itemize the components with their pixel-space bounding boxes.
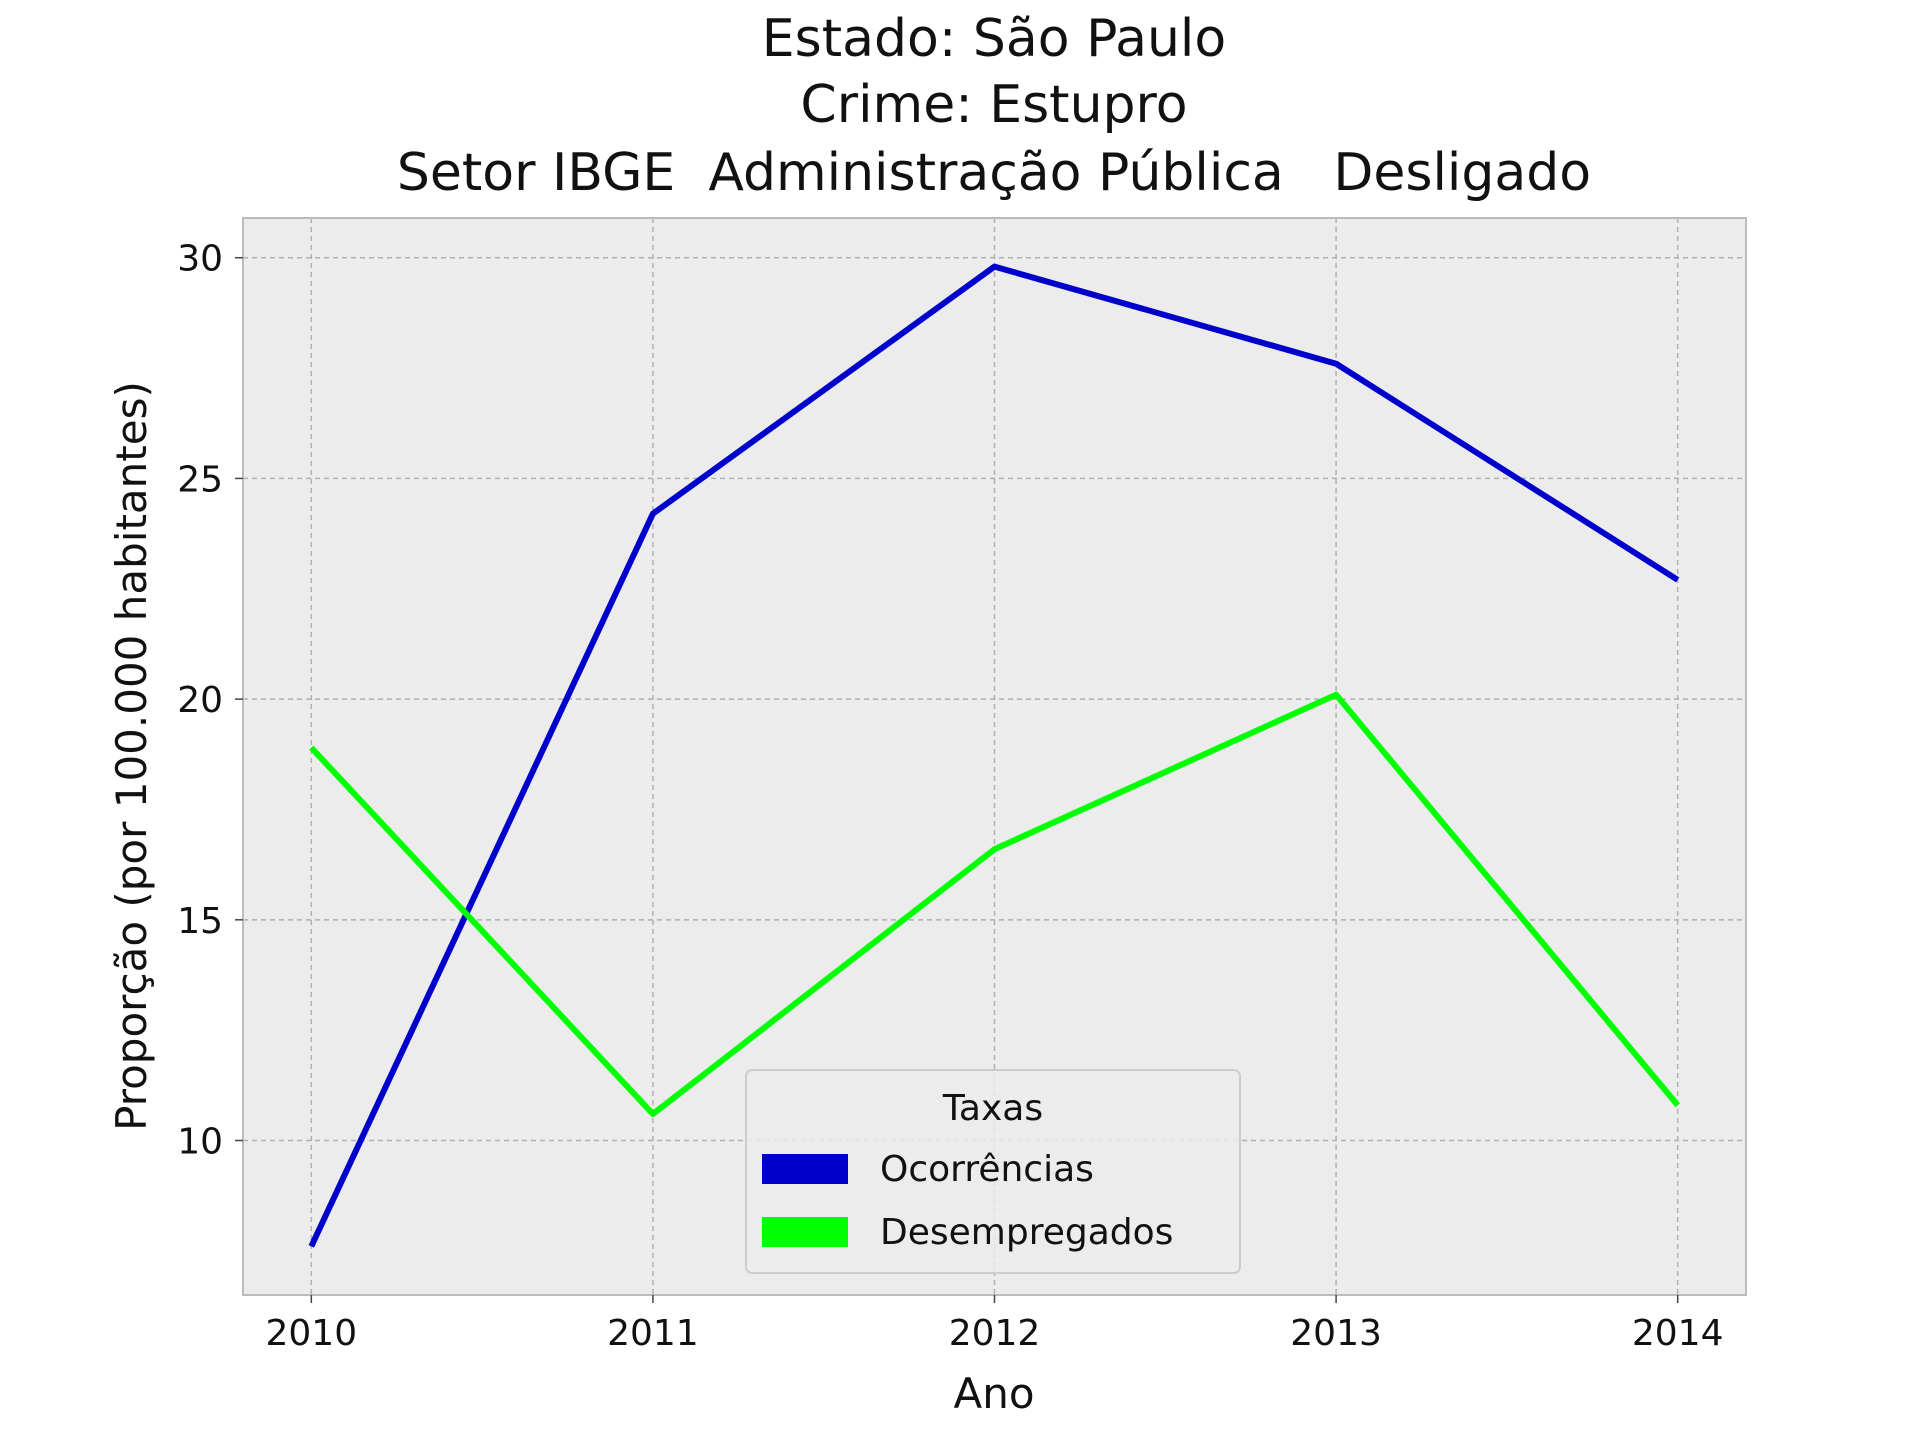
- y-tick-label: 30: [177, 239, 223, 280]
- x-tick-label: 2014: [1632, 1313, 1724, 1354]
- chart-title: Estado: São Paulo Crime: Estupro Setor I…: [397, 9, 1591, 203]
- legend-box: [745, 1069, 1241, 1274]
- title-line-crime: Crime: Estupro: [800, 75, 1187, 135]
- x-tick-label: 2011: [607, 1313, 699, 1354]
- title-line-state: Estado: São Paulo: [762, 9, 1226, 69]
- x-tick-label: 2012: [949, 1313, 1041, 1354]
- series-line-ocorrencias: [308, 263, 1680, 1248]
- series-lines: [308, 263, 1681, 1248]
- title-line-sector: Setor IBGE Administração Pública Desliga…: [397, 143, 1591, 203]
- x-axis-label: Ano: [953, 1369, 1034, 1418]
- y-tick-label: 10: [177, 1122, 223, 1163]
- y-tick-label: 25: [177, 459, 223, 500]
- legend-title: Taxas: [942, 1088, 1043, 1129]
- legend-label-ocorrencias: Ocorrências: [880, 1149, 1094, 1190]
- x-tick-label: 2013: [1290, 1313, 1382, 1354]
- legend: Taxas Ocorrências Desempregados: [745, 1069, 1241, 1274]
- y-axis-label: Proporção (por 100.000 habitantes): [107, 381, 156, 1131]
- legend-swatch-desempregados: [762, 1217, 848, 1247]
- legend-swatch-ocorrencias: [762, 1154, 848, 1184]
- y-tick-label: 15: [177, 901, 223, 942]
- x-tick-label: 2010: [266, 1313, 358, 1354]
- y-tick-label: 20: [177, 680, 223, 721]
- series-line-desempregados: [309, 691, 1681, 1117]
- legend-label-desempregados: Desempregados: [880, 1212, 1173, 1253]
- axis-ticks: 2010 2011 2012 2013 2014 10 15 20 25 30: [177, 239, 1723, 1354]
